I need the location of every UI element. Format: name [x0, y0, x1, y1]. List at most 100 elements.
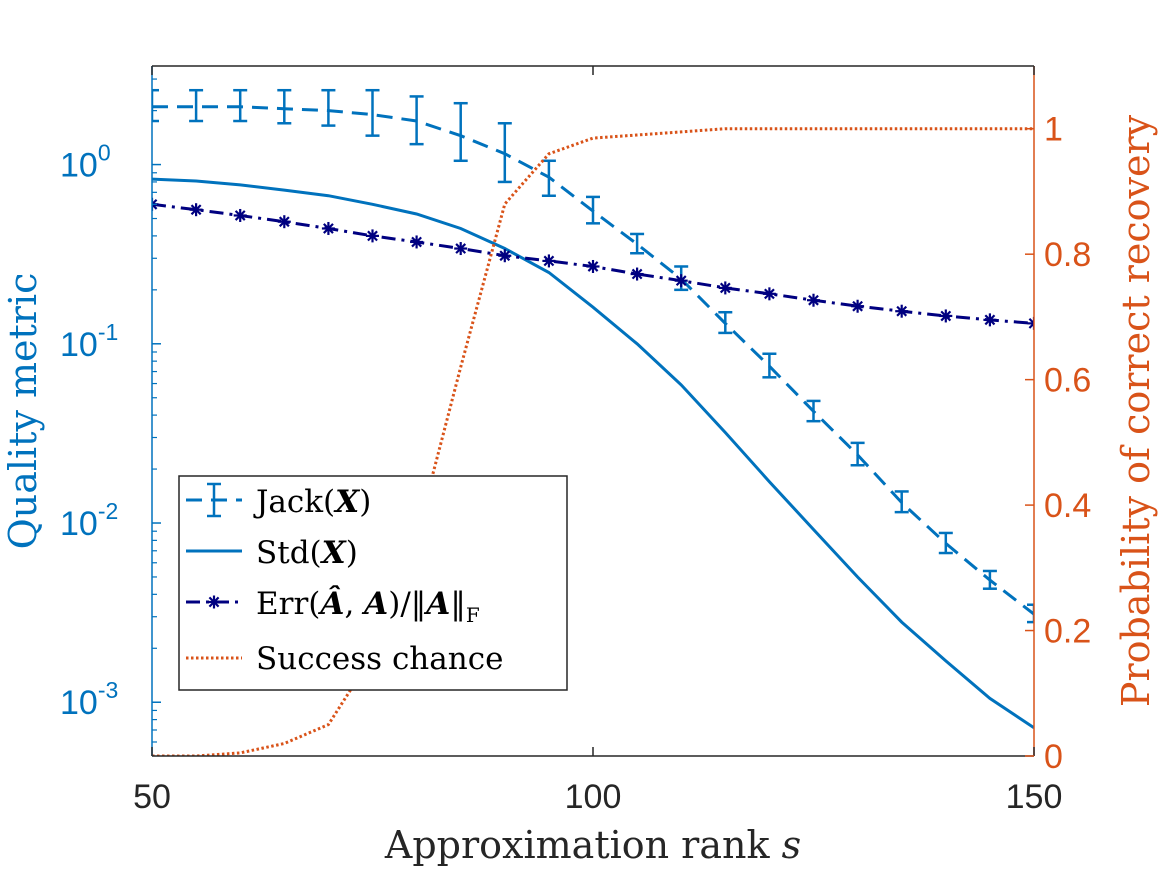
err-point-marker-stroke [499, 250, 511, 262]
legend-err-prefix: Err( [256, 586, 320, 622]
jack-errorbar [189, 88, 204, 123]
err-point-marker [1027, 316, 1034, 330]
err-point-marker [807, 293, 820, 307]
jack-errorbar [497, 122, 512, 184]
err-point-marker-stroke [323, 223, 334, 234]
y-axis-left-label: Quality metric [1, 273, 45, 550]
x-axis-label-var: s [782, 823, 802, 867]
y-axis-right-label: Probability of correct recovery [1114, 114, 1158, 707]
y-left-tick-base: 10 [60, 684, 98, 722]
err-point-marker-stroke [190, 204, 202, 216]
legend-std-var: X [320, 535, 348, 571]
legend-jack-prefix: Jack( [253, 484, 335, 520]
legend: Jack(X) Std(X) Err(Â, A)/‖A‖F Success ch… [178, 475, 568, 691]
legend-err-var2: A [361, 586, 388, 622]
legend-entry-err: Err(Â, A)/‖A‖F [256, 584, 480, 627]
series-1-line [152, 177, 1034, 730]
err-point-marker [718, 281, 732, 295]
err-point-marker-stroke [1028, 317, 1034, 325]
err-point-marker-stroke [411, 236, 422, 248]
err-point-marker [410, 235, 424, 249]
y-right-tick-label: 1 [1044, 111, 1063, 149]
y-right-tick-label: 0.6 [1044, 362, 1091, 400]
jack-errorbar [453, 101, 468, 163]
err-point-marker [189, 203, 203, 217]
err-point-marker-stroke [278, 216, 290, 228]
series-layer [152, 88, 1034, 756]
err-point-marker-stroke [152, 198, 158, 206]
legend-box [178, 475, 568, 691]
err-point-marker [674, 274, 688, 288]
err-point-marker-stroke [152, 202, 158, 210]
legend-err-sub: F [466, 603, 480, 627]
err-point-marker-stroke [1028, 321, 1034, 329]
err-point-marker-stroke [543, 255, 555, 267]
jack-errorbar [1027, 603, 1034, 624]
series-3 [152, 127, 1034, 756]
legend-err-var3: A [423, 586, 450, 622]
legend-jack-suffix: ) [359, 484, 371, 520]
jack-errorbar [152, 88, 159, 123]
err-point-marker-stroke [764, 288, 775, 300]
err-point-marker [851, 299, 865, 313]
jack-errorbar [233, 88, 248, 123]
series-3-line [152, 127, 1034, 756]
x-axis-label: Approximation rank s [384, 823, 801, 867]
legend-success-label: Success chance [256, 641, 503, 677]
jack-errorbar [630, 232, 645, 255]
jack-errorbar [409, 95, 424, 146]
y-left-tick-exponent: -2 [98, 498, 118, 524]
err-point-marker-stroke [896, 305, 908, 317]
jack-errorbar [277, 88, 292, 125]
x-axis-label-text: Approximation rank [384, 823, 782, 867]
y-left-tick-exponent: 0 [98, 140, 111, 166]
jack-errorbar [806, 399, 821, 423]
legend-jack-errorbar [207, 482, 221, 518]
err-point-marker [983, 313, 997, 327]
jack-errorbar [982, 569, 997, 590]
jack-errorbar [938, 531, 953, 555]
err-point-marker-stroke [367, 230, 378, 242]
y-right-tick-label: 0.8 [1044, 236, 1091, 274]
y-left-tick-label: 10-3 [60, 677, 118, 722]
y-right-tick-label: 0.2 [1044, 613, 1091, 651]
legend-std-suffix: ) [346, 535, 358, 571]
legend-jack-var: X [333, 484, 361, 520]
err-point-marker [895, 304, 909, 318]
x-tick-label: 150 [1006, 778, 1063, 816]
series-clip-group [152, 88, 1034, 756]
series-2 [152, 197, 1034, 330]
y-left-tick-label: 100 [60, 140, 111, 185]
y-left-tick-base: 10 [60, 326, 98, 364]
err-point-marker-stroke [940, 310, 952, 322]
err-point-marker [321, 221, 335, 235]
err-point-marker-stroke [234, 210, 246, 221]
err-point-marker-stroke [719, 282, 731, 294]
legend-err-marker-stroke [208, 596, 220, 608]
err-point-marker [233, 208, 247, 222]
y-right-tick-label: 0.4 [1044, 487, 1091, 525]
jack-errorbar [850, 441, 865, 467]
y-right-tick-label: 0 [1044, 738, 1063, 776]
jack-errorbar [586, 195, 600, 225]
legend-symbols [186, 482, 242, 660]
err-point-marker-stroke [984, 314, 996, 326]
legend-std-prefix: Std( [256, 535, 322, 571]
y-left-tick-base: 10 [60, 505, 98, 543]
err-point-marker-stroke [808, 294, 819, 306]
err-point-marker [454, 242, 468, 256]
err-point-marker [498, 249, 512, 263]
err-point-marker [366, 229, 379, 243]
y-left-tick-label: 10-2 [60, 498, 118, 543]
err-point-marker-stroke [455, 243, 467, 254]
y-left-tick-label: 10-1 [60, 319, 118, 364]
legend-entry-jack: Jack(X) [253, 484, 371, 520]
legend-err-suffix: ‖ [450, 586, 466, 622]
err-point-marker [277, 215, 291, 229]
err-point-marker-stroke [852, 300, 863, 312]
x-tick-label: 100 [565, 778, 622, 816]
err-point-marker [542, 254, 556, 268]
y-left-tick-base: 10 [60, 147, 98, 185]
